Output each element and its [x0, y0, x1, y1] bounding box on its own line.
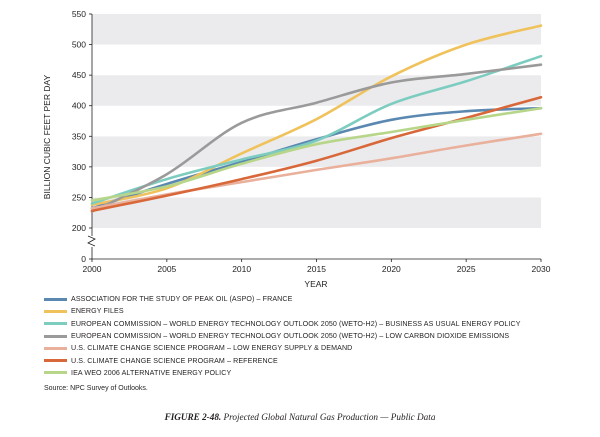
x-tick-label-2000: 2000: [83, 264, 102, 274]
x-tick-labels: 2000 2005 2010 2015 2020 2025 2030: [83, 259, 551, 274]
legend-label-3: EUROPEAN COMMISSION – WORLD ENERGY TECHN…: [71, 319, 521, 328]
y-tick-label-300: 300: [72, 162, 86, 172]
series-line-2: [90, 24, 543, 207]
series-line-4: [90, 63, 543, 213]
source-note: Source: NPC Survey of Outlooks.: [44, 385, 148, 392]
y-tick-label-350: 350: [72, 131, 86, 141]
series-line-6: [90, 95, 543, 213]
x-tick-label-2010: 2010: [232, 264, 251, 274]
series-line-3: [90, 54, 543, 205]
x-axis-label: YEAR: [304, 279, 327, 289]
x-tick-label-2030: 2030: [532, 264, 551, 274]
legend-label-7: IEA WEO 2006 ALTERNATIVE ENERGY POLICY: [71, 368, 232, 377]
legend-swatch-3: [44, 322, 67, 326]
legend-item-4: EUROPEAN COMMISSION – WORLD ENERGY TECHN…: [44, 330, 521, 342]
chart-legend: ASSOCIATION FOR THE STUDY OF PEAK OIL (A…: [44, 293, 521, 379]
legend-label-6: U.S. CLIMATE CHANGE SCIENCE PROGRAM – RE…: [71, 356, 278, 365]
legend-item-1: ASSOCIATION FOR THE STUDY OF PEAK OIL (A…: [44, 293, 521, 305]
y-tick-label-550: 550: [72, 9, 86, 19]
x-tick-label-2015: 2015: [307, 264, 326, 274]
x-tick-label-2020: 2020: [382, 264, 401, 274]
y-tick-label-450: 450: [72, 70, 86, 80]
legend-swatch-4: [44, 334, 67, 338]
figure-label: FIGURE 2-48.: [164, 412, 222, 422]
legend-label-1: ASSOCIATION FOR THE STUDY OF PEAK OIL (A…: [71, 295, 293, 304]
series-line-7: [90, 106, 543, 202]
y-axis-label: BILLION CUBIC FEET PER DAY: [42, 74, 52, 199]
y-tick-label-400: 400: [72, 101, 86, 111]
legend-item-5: U.S. CLIMATE CHANGE SCIENCE PROGRAM – LO…: [44, 342, 521, 354]
legend-item-3: EUROPEAN COMMISSION – WORLD ENERGY TECHN…: [44, 318, 521, 330]
legend-swatch-6: [44, 359, 67, 363]
y-tick-label-0: 0: [81, 254, 86, 264]
legend-item-6: U.S. CLIMATE CHANGE SCIENCE PROGRAM – RE…: [44, 354, 521, 366]
axis-break-mark: [87, 235, 96, 247]
legend-label-4: EUROPEAN COMMISSION – WORLD ENERGY TECHN…: [71, 332, 510, 341]
legend-swatch-7: [44, 371, 67, 375]
y-tick-labels: 0 200 250 300 350 400 450 500 550: [72, 9, 92, 264]
band-450-500: [92, 44, 541, 76]
legend-swatch-2: [44, 309, 67, 313]
y-tick-label-250: 250: [72, 192, 86, 202]
band-500-550: [92, 14, 541, 45]
y-tick-label-200: 200: [72, 223, 86, 233]
legend-label-2: ENERGY FILES: [71, 307, 124, 316]
legend-item-7: IEA WEO 2006 ALTERNATIVE ENERGY POLICY: [44, 367, 521, 379]
figure-title: Projected Global Natural Gas Production …: [223, 412, 436, 422]
legend-label-5: U.S. CLIMATE CHANGE SCIENCE PROGRAM – LO…: [71, 344, 353, 353]
x-tick-label-2025: 2025: [457, 264, 476, 274]
y-tick-label-500: 500: [72, 40, 86, 50]
band-200-250: [92, 197, 541, 228]
series-lines: [90, 24, 543, 213]
legend-item-2: ENERGY FILES: [44, 305, 521, 317]
x-tick-label-2005: 2005: [157, 264, 176, 274]
figure-caption: FIGURE 2-48. Projected Global Natural Ga…: [0, 412, 600, 422]
legend-swatch-5: [44, 346, 67, 350]
legend-swatch-1: [44, 297, 67, 301]
band-250-300: [92, 166, 541, 198]
